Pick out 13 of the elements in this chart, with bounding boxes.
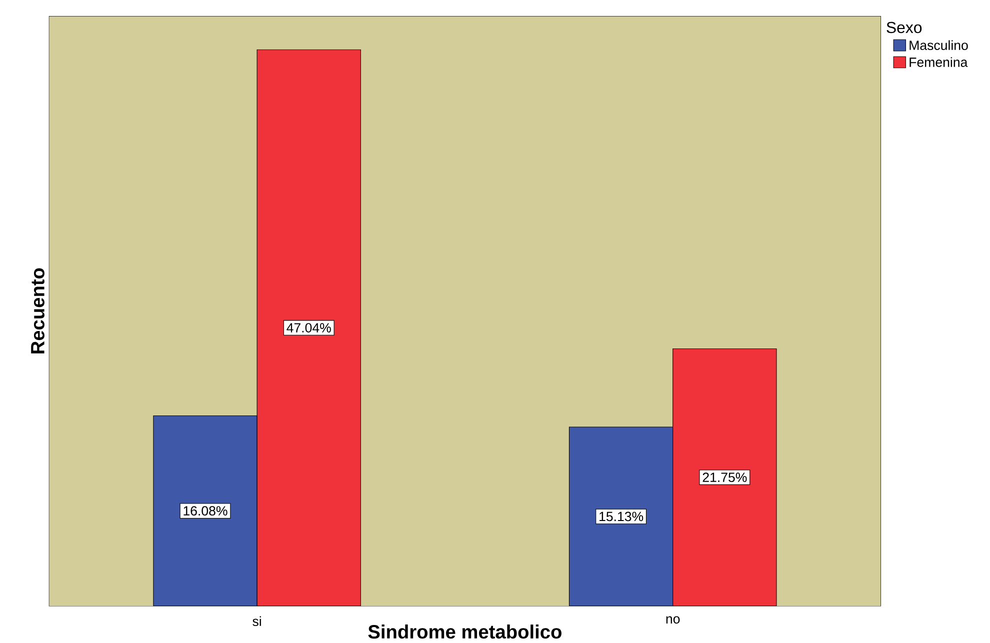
legend-title: Sexo	[886, 22, 922, 34]
legend-label: Femenina	[910, 57, 968, 67]
x-axis-title: Sindrome metabolico	[368, 624, 562, 639]
legend-label: Masculino	[910, 40, 968, 50]
data-label: 16.08%	[184, 506, 228, 516]
bar	[153, 415, 258, 606]
y-axis-title: Recuento	[31, 268, 44, 354]
data-label: 15.13%	[600, 512, 644, 522]
data-label: 21.75%	[702, 472, 747, 482]
data-label: 47.04%	[286, 323, 331, 332]
x-tick-label: si	[252, 616, 261, 626]
x-tick-label: no	[666, 616, 680, 624]
bar	[568, 426, 674, 606]
